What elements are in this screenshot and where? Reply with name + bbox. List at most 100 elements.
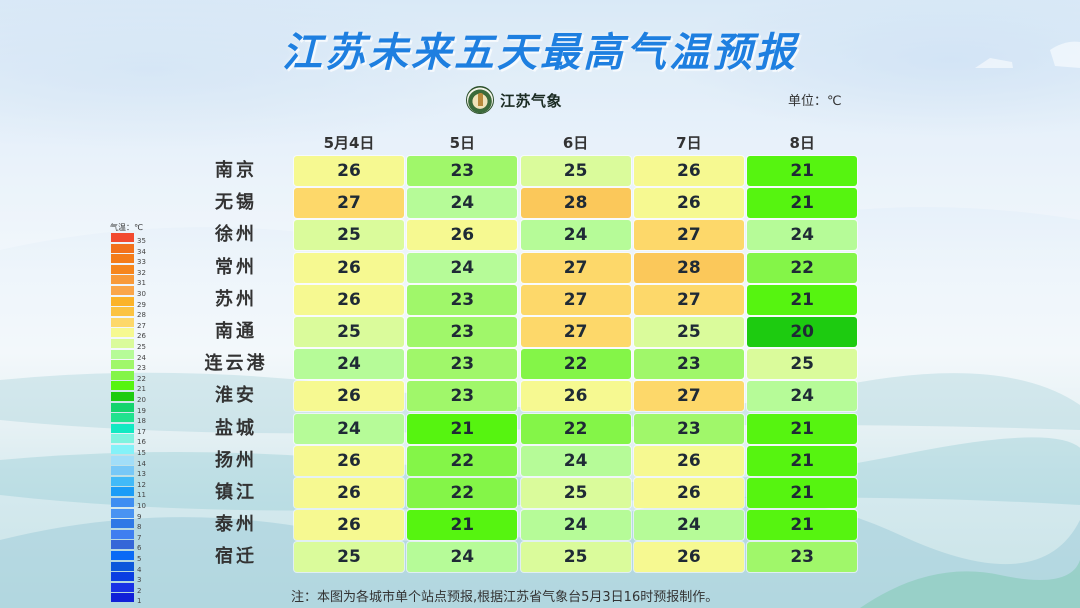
temperature-cell: 23	[407, 156, 518, 186]
legend-swatch	[111, 476, 134, 486]
temperature-cell: 27	[633, 381, 744, 412]
city-label: 镇江	[215, 482, 257, 503]
legend-swatch	[111, 519, 134, 529]
temperature-cell: 22	[520, 413, 631, 444]
temperature-cell: 22	[407, 445, 518, 476]
legend-label: 26	[137, 332, 146, 341]
temperature-cell: 21	[407, 510, 518, 541]
temperature-cell: 27	[520, 252, 631, 283]
legend-label: 35	[137, 237, 146, 245]
temperature-cell: 25	[520, 542, 631, 573]
legend-swatch	[111, 593, 134, 603]
legend-title: 气温：℃	[110, 223, 143, 232]
city-label: 连云港	[204, 353, 268, 375]
logo-text: 江苏气象	[500, 91, 563, 110]
legend-swatch	[111, 413, 134, 423]
legend-label: 17	[137, 427, 146, 436]
temperature-cell: 22	[747, 252, 858, 283]
temperature-cell: 24	[520, 510, 631, 541]
temperature-cell: 21	[747, 510, 858, 541]
legend-swatch	[111, 392, 134, 401]
legend-label: 8	[137, 523, 142, 532]
temperature-cell: 21	[747, 156, 858, 186]
temperature-cell: 25	[520, 478, 631, 508]
temperature-cell: 21	[747, 478, 858, 508]
city-label: 宿迁	[215, 546, 257, 568]
footer-note: 注：本图为各城市单个站点预报,根据江苏省气象台5月3日16时预报制作。	[291, 590, 719, 605]
temperature-cell: 26	[520, 381, 631, 412]
temperature-cell: 24	[747, 381, 858, 412]
city-label: 扬州	[215, 449, 257, 471]
temperature-cell: 23	[407, 381, 518, 412]
legend-swatch	[111, 423, 134, 433]
unit-label: 单位：℃	[788, 94, 842, 109]
legend-label: 30	[137, 290, 146, 298]
logo: 江苏气象	[466, 84, 562, 116]
legend-swatch	[111, 286, 134, 295]
legend-swatch	[111, 307, 134, 317]
temperature-cell: 24	[294, 413, 404, 444]
legend-swatch	[111, 445, 134, 454]
legend-label: 12	[137, 480, 146, 489]
city-label: 泰州	[215, 514, 257, 536]
column-header: 5日	[449, 134, 476, 152]
temperature-cell: 21	[747, 284, 858, 315]
legend-swatch	[111, 243, 134, 253]
temperature-cell: 25	[747, 349, 858, 380]
column-header: 7日	[676, 134, 702, 152]
temperature-cell: 26	[407, 220, 518, 251]
temperature-cell: 23	[747, 542, 858, 573]
legend-label: 21	[137, 385, 146, 394]
temperature-cell: 23	[407, 349, 518, 380]
legend-label: 31	[137, 279, 146, 288]
legend-swatch	[111, 540, 134, 550]
legend-swatch	[111, 264, 134, 274]
legend-swatch	[111, 551, 134, 560]
temperature-cell: 26	[633, 445, 744, 476]
city-label: 徐州	[215, 224, 257, 246]
legend-swatch	[111, 360, 134, 370]
legend-label: 5	[137, 555, 142, 563]
temperature-cell: 25	[294, 317, 404, 347]
temperature-cell: 25	[294, 220, 404, 251]
temperature-cell: 22	[520, 349, 631, 380]
legend-swatch	[111, 275, 134, 285]
legend-label: 23	[137, 364, 146, 373]
city-label: 盐城	[215, 417, 257, 439]
legend-label: 16	[137, 438, 146, 447]
city-label: 苏州	[215, 288, 257, 310]
temperature-cell: 26	[633, 478, 744, 508]
temperature-cell: 26	[294, 252, 404, 283]
legend-label: 27	[137, 321, 146, 330]
temperature-cell: 24	[633, 510, 744, 541]
legend-swatch	[111, 328, 134, 338]
legend-label: 11	[137, 491, 146, 500]
city-label: 无锡	[215, 192, 257, 214]
temperature-cell: 20	[747, 317, 858, 347]
temperature-cell: 26	[633, 542, 744, 573]
legend-swatch	[111, 466, 134, 476]
temperature-cell: 27	[294, 188, 404, 219]
temperature-cell: 25	[294, 542, 404, 573]
legend-label: 7	[137, 533, 142, 542]
legend-swatch	[111, 339, 134, 348]
legend-label: 15	[137, 449, 146, 457]
temperature-cell: 23	[633, 413, 744, 444]
column-header: 5月4日	[323, 134, 375, 152]
temperature-cell: 21	[747, 188, 858, 219]
legend-label: 2	[137, 586, 142, 595]
temperature-cell: 27	[633, 220, 744, 251]
temperature-cell: 24	[407, 542, 518, 573]
legend-label: 34	[137, 247, 146, 256]
legend-label: 32	[137, 268, 146, 277]
temperature-cell: 22	[407, 478, 518, 508]
legend-swatch	[111, 370, 134, 380]
city-label: 常州	[215, 256, 257, 278]
legend-swatch	[111, 233, 134, 242]
temperature-cell: 26	[294, 284, 404, 315]
temperature-cell: 26	[633, 156, 744, 186]
temperature-cell: 23	[633, 349, 744, 380]
legend-swatch	[111, 582, 134, 592]
temperature-cell: 28	[633, 252, 744, 283]
temperature-cell: 25	[520, 156, 631, 186]
